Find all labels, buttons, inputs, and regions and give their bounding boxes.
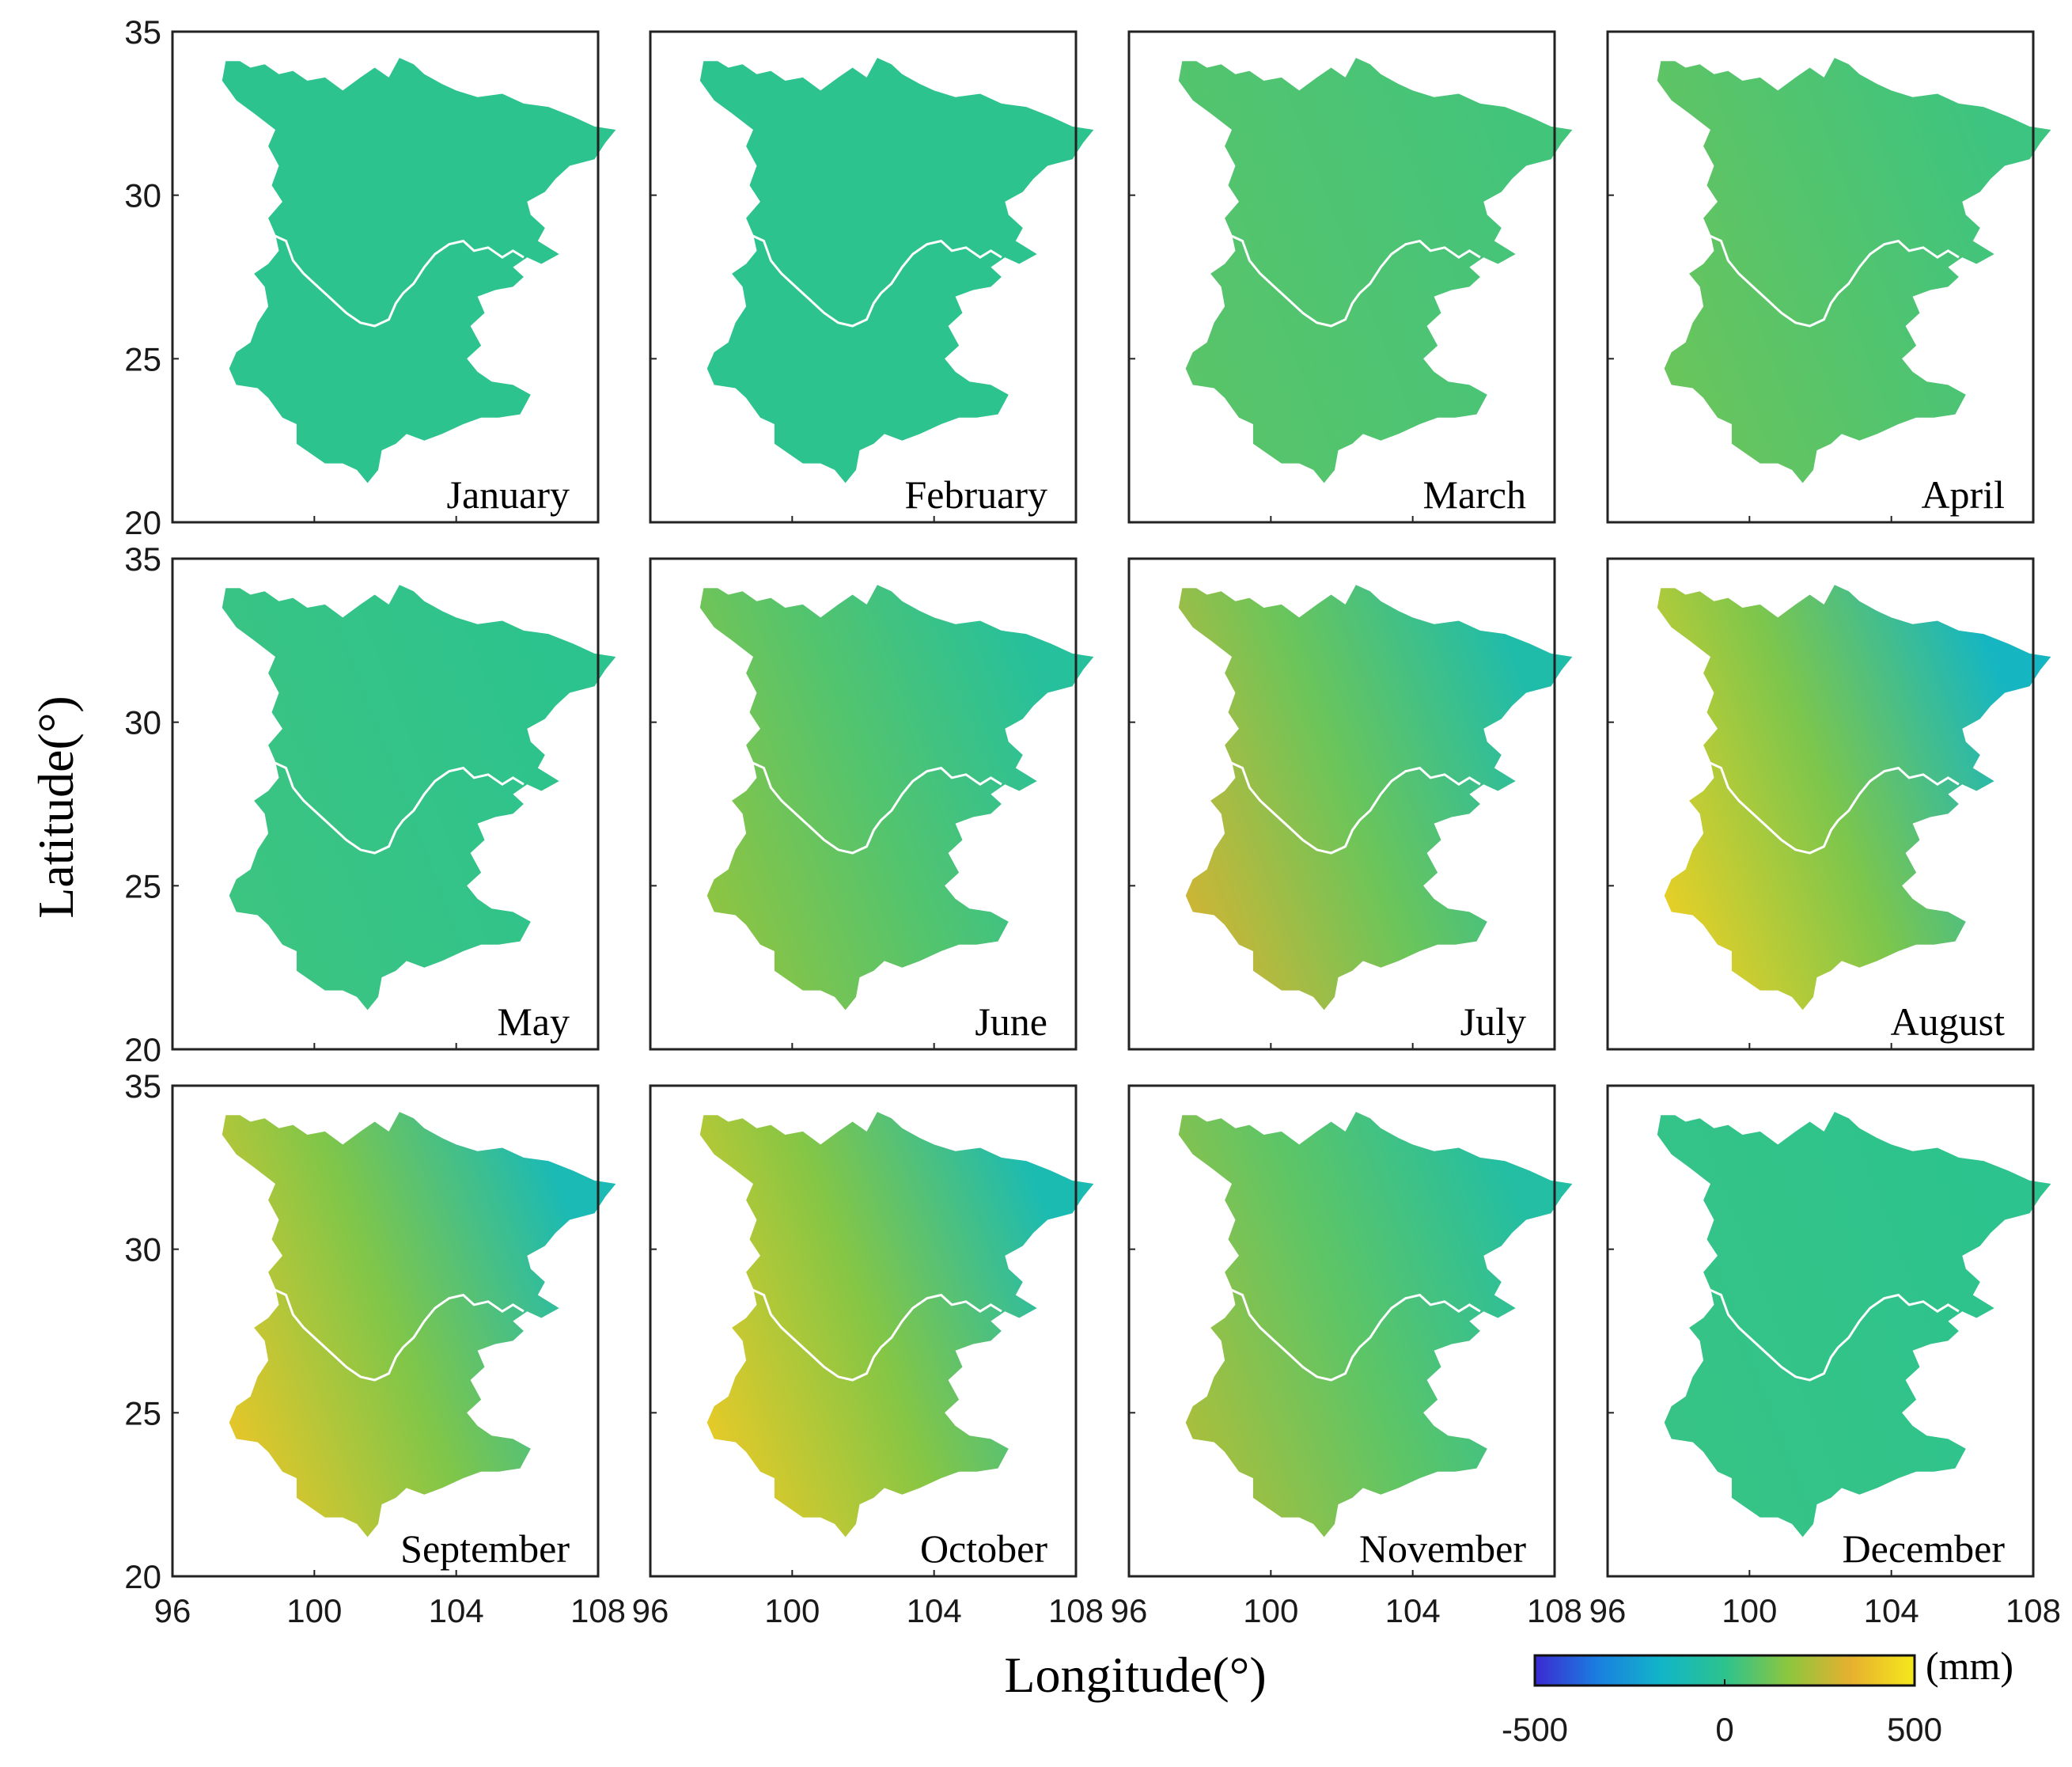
- province-border-may: [271, 760, 525, 855]
- y-tick-label: 25: [124, 340, 161, 377]
- x-tick-label: 104: [1385, 1592, 1441, 1629]
- region-fill-january: [222, 58, 616, 483]
- x-tick-label: 96: [632, 1592, 669, 1629]
- map-panel-september: September 20 25 30 35 96 100 104 108: [124, 1067, 626, 1629]
- x-tick-label: 108: [570, 1592, 626, 1629]
- x-tick-label: 100: [764, 1592, 820, 1629]
- map-panel-december: December 96 100 104 108: [1589, 1084, 2061, 1629]
- month-label: January: [447, 472, 570, 517]
- y-tick-label: 20: [124, 504, 161, 541]
- x-tick-label: 100: [1243, 1592, 1298, 1629]
- y-tick-label: 25: [124, 1394, 161, 1431]
- panel-frame-october: [649, 1084, 1078, 1578]
- panel-frame-september: [171, 1084, 600, 1578]
- month-label: April: [1921, 472, 2005, 517]
- province-border-december: [1706, 1287, 1960, 1382]
- region-fill-april: [1657, 58, 2051, 483]
- map-panel-march: March: [1127, 30, 1573, 524]
- map-panel-july: July: [1127, 557, 1573, 1051]
- month-label: May: [497, 999, 570, 1044]
- panel-frame-december: [1606, 1084, 2035, 1578]
- province-border-june: [748, 760, 1002, 855]
- panel-frame-april: [1606, 30, 2035, 524]
- y-tick-label: 30: [124, 1231, 161, 1268]
- month-label: November: [1359, 1526, 1526, 1571]
- x-tick-label: 104: [1864, 1592, 1919, 1629]
- x-tick-label: 108: [1527, 1592, 1582, 1629]
- province-border-november: [1227, 1287, 1481, 1382]
- month-label: March: [1423, 472, 1527, 517]
- x-tick-label: 96: [1589, 1592, 1627, 1629]
- y-tick-label: 20: [124, 1558, 161, 1595]
- y-tick-label: 20: [124, 1031, 161, 1068]
- region-fill-december: [1657, 1112, 2051, 1538]
- x-tick-label: 104: [907, 1592, 962, 1629]
- map-panel-january: January 20 25 30 35: [124, 13, 616, 541]
- province-border-october: [748, 1287, 1002, 1382]
- y-tick-label: 30: [124, 704, 161, 741]
- panel-frame-july: [1127, 557, 1556, 1051]
- month-label: August: [1891, 999, 2006, 1044]
- y-tick-label: 35: [124, 540, 161, 578]
- month-label: June: [975, 999, 1047, 1044]
- region-fill-february: [699, 58, 1094, 483]
- x-tick-label: 108: [2006, 1592, 2061, 1629]
- province-border-april: [1706, 233, 1960, 328]
- province-border-september: [271, 1287, 525, 1382]
- y-tick-label: 35: [124, 13, 161, 51]
- region-fill-september: [222, 1112, 616, 1538]
- month-label: October: [920, 1526, 1047, 1571]
- x-tick-label: 100: [286, 1592, 342, 1629]
- region-fill-march: [1178, 58, 1573, 483]
- province-border-january: [271, 233, 525, 328]
- colorbar-unit: (mm): [1926, 1644, 2013, 1688]
- region-fill-june: [699, 585, 1094, 1011]
- y-axis-title: Latitude(°): [28, 696, 84, 918]
- x-tick-label: 96: [154, 1592, 191, 1629]
- map-panel-august: August: [1606, 557, 2051, 1051]
- panel-frame-may: [171, 557, 600, 1051]
- province-border-july: [1227, 760, 1481, 855]
- panel-frame-february: [649, 30, 1078, 524]
- map-panel-april: April: [1606, 30, 2051, 524]
- panel-frame-august: [1606, 557, 2035, 1051]
- map-panel-february: February: [649, 30, 1094, 524]
- region-fill-august: [1657, 585, 2051, 1011]
- y-tick-label: 30: [124, 177, 161, 214]
- map-panel-october: October 96 100 104 108: [632, 1084, 1104, 1629]
- colorbar-tick-label: 0: [1715, 1711, 1733, 1748]
- x-tick-label: 108: [1048, 1592, 1104, 1629]
- x-tick-label: 104: [429, 1592, 484, 1629]
- month-label: July: [1460, 999, 1526, 1044]
- map-panel-may: May 20 25 30 35: [124, 540, 616, 1068]
- panel-frame-march: [1127, 30, 1556, 524]
- y-tick-label: 35: [124, 1067, 161, 1105]
- province-border-february: [748, 233, 1002, 328]
- panel-frame-november: [1127, 1084, 1556, 1578]
- region-fill-november: [1178, 1112, 1573, 1538]
- month-label: February: [905, 472, 1048, 517]
- y-tick-label: 25: [124, 867, 161, 904]
- colorbar-tick-label: 500: [1887, 1711, 1942, 1748]
- map-panel-november: November 96 100 104 108: [1111, 1084, 1582, 1629]
- province-border-august: [1706, 760, 1960, 855]
- month-label: December: [1843, 1526, 2006, 1571]
- colorbar-tick-label: -500: [1502, 1711, 1568, 1748]
- map-panel-june: June: [649, 557, 1094, 1051]
- region-fill-october: [699, 1112, 1094, 1538]
- region-fill-may: [222, 585, 616, 1011]
- map-panels: January 20 25 30 35 February March April May 20 25…: [124, 13, 2061, 1629]
- region-fill-july: [1178, 585, 1573, 1011]
- x-tick-label: 100: [1722, 1592, 1777, 1629]
- x-axis-title: Longitude(°): [1004, 1647, 1266, 1703]
- colorbar: -500 0 500 (mm): [1502, 1644, 2013, 1748]
- x-tick-label: 96: [1111, 1592, 1148, 1629]
- month-label: September: [400, 1526, 570, 1571]
- panel-frame-january: [171, 30, 600, 524]
- province-border-march: [1227, 233, 1481, 328]
- panel-frame-june: [649, 557, 1078, 1051]
